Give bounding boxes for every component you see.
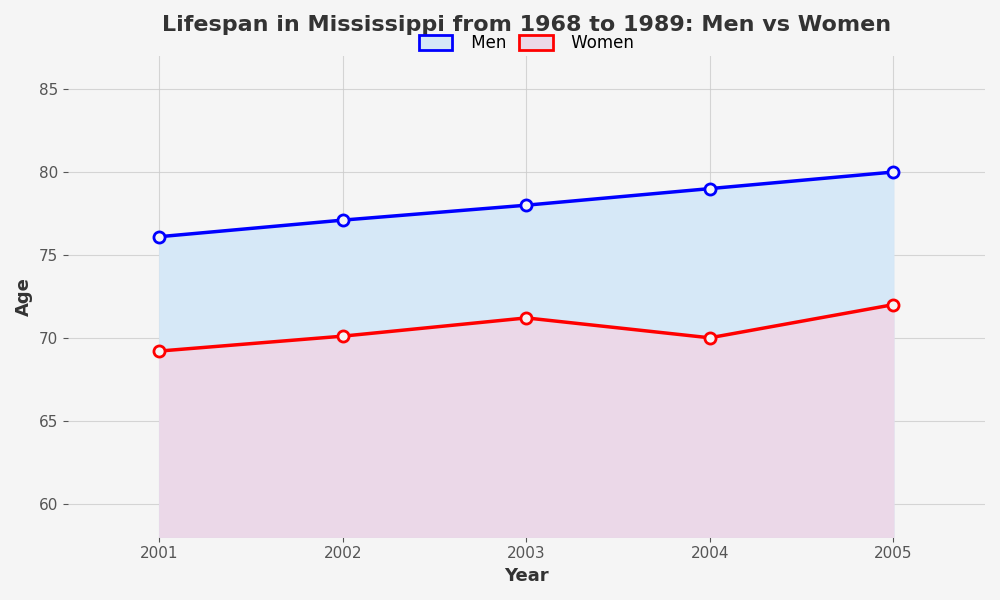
Legend:  Men,  Women: Men, Women	[411, 26, 642, 61]
Y-axis label: Age: Age	[15, 277, 33, 316]
Title: Lifespan in Mississippi from 1968 to 1989: Men vs Women: Lifespan in Mississippi from 1968 to 198…	[162, 15, 891, 35]
X-axis label: Year: Year	[504, 567, 549, 585]
